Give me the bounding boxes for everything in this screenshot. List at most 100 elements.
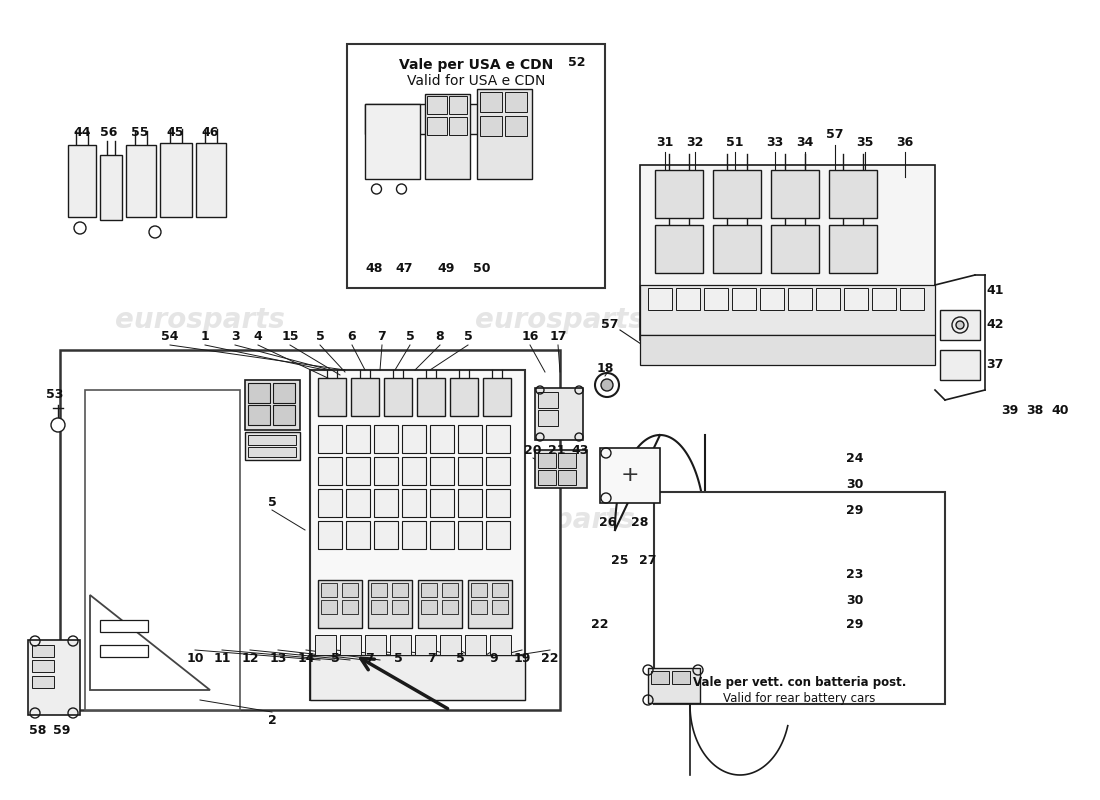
Circle shape	[51, 418, 65, 432]
Bar	[771, 225, 820, 273]
Bar	[318, 457, 342, 485]
Bar	[68, 145, 96, 217]
Bar	[900, 288, 924, 310]
Bar	[245, 432, 300, 460]
Bar	[486, 457, 510, 485]
Text: 38: 38	[1026, 403, 1044, 417]
Text: eurosparts: eurosparts	[465, 506, 635, 534]
Text: 4: 4	[254, 330, 263, 343]
Bar	[402, 457, 426, 485]
Bar	[315, 635, 336, 655]
Bar	[425, 94, 470, 179]
Text: 47: 47	[396, 262, 414, 274]
Text: 23: 23	[846, 569, 864, 582]
Text: 5: 5	[463, 330, 472, 343]
Bar	[273, 383, 295, 403]
Bar	[346, 457, 370, 485]
Bar	[538, 470, 556, 485]
Text: 13: 13	[270, 651, 287, 665]
Bar	[310, 370, 525, 700]
Bar	[346, 44, 605, 288]
Text: 18: 18	[596, 362, 614, 374]
Bar	[640, 165, 935, 340]
Bar	[100, 620, 148, 632]
Bar	[427, 117, 447, 135]
Bar	[427, 96, 447, 114]
Bar	[100, 645, 148, 657]
Bar	[248, 383, 270, 403]
Bar	[402, 489, 426, 517]
Text: 56: 56	[100, 126, 118, 139]
Text: 22: 22	[541, 651, 559, 665]
Bar	[458, 521, 482, 549]
Bar	[418, 580, 462, 628]
Text: 53: 53	[46, 389, 64, 402]
Bar	[321, 583, 337, 597]
Bar	[346, 521, 370, 549]
Bar	[248, 435, 296, 445]
Bar	[340, 635, 361, 655]
Text: 55: 55	[131, 126, 149, 139]
Text: eurosparts: eurosparts	[116, 506, 285, 534]
Bar	[310, 655, 525, 700]
Bar	[492, 583, 508, 597]
Text: 33: 33	[767, 135, 783, 149]
Text: 12: 12	[241, 651, 258, 665]
Text: 5: 5	[455, 651, 464, 665]
Bar	[364, 104, 419, 179]
Bar	[346, 489, 370, 517]
Bar	[771, 170, 820, 218]
Text: 58: 58	[30, 723, 46, 737]
Bar	[85, 390, 240, 710]
Bar	[829, 225, 877, 273]
Bar	[505, 92, 527, 112]
Bar	[318, 580, 362, 628]
Text: 54: 54	[162, 330, 178, 343]
Bar	[940, 350, 980, 380]
Bar	[449, 117, 466, 135]
Text: 7: 7	[377, 330, 386, 343]
Bar	[816, 288, 840, 310]
Bar	[538, 392, 558, 408]
Text: 5: 5	[267, 495, 276, 509]
Bar	[505, 116, 527, 136]
Bar	[196, 143, 225, 217]
Bar	[600, 448, 660, 503]
Text: 5: 5	[406, 330, 415, 343]
Text: eurosparts: eurosparts	[675, 306, 845, 334]
Text: 22: 22	[592, 618, 608, 631]
Text: 48: 48	[366, 262, 383, 274]
Bar	[558, 453, 576, 468]
Bar	[538, 410, 558, 426]
Bar	[844, 288, 868, 310]
Text: 5: 5	[316, 330, 324, 343]
Text: 15: 15	[282, 330, 299, 343]
Text: 32: 32	[686, 135, 704, 149]
Bar	[535, 450, 587, 488]
Text: 6: 6	[348, 330, 356, 343]
Circle shape	[601, 379, 613, 391]
Bar	[342, 600, 358, 614]
Bar	[430, 489, 454, 517]
Bar	[100, 155, 122, 220]
Bar	[126, 145, 156, 217]
Bar	[430, 425, 454, 453]
Bar	[654, 170, 703, 218]
Text: Valid for USA e CDN: Valid for USA e CDN	[407, 74, 544, 88]
Bar	[417, 378, 446, 416]
Bar	[60, 350, 560, 710]
Text: 29: 29	[846, 618, 864, 631]
Bar	[558, 470, 576, 485]
Text: 30: 30	[846, 594, 864, 606]
Text: 42: 42	[987, 318, 1003, 331]
Bar	[321, 600, 337, 614]
Bar	[471, 583, 487, 597]
Text: 7: 7	[428, 651, 437, 665]
Text: +: +	[620, 465, 639, 485]
Bar	[829, 170, 877, 218]
Bar	[672, 671, 690, 684]
Bar	[318, 378, 346, 416]
Bar	[872, 288, 896, 310]
Bar	[346, 425, 370, 453]
Bar	[450, 378, 478, 416]
